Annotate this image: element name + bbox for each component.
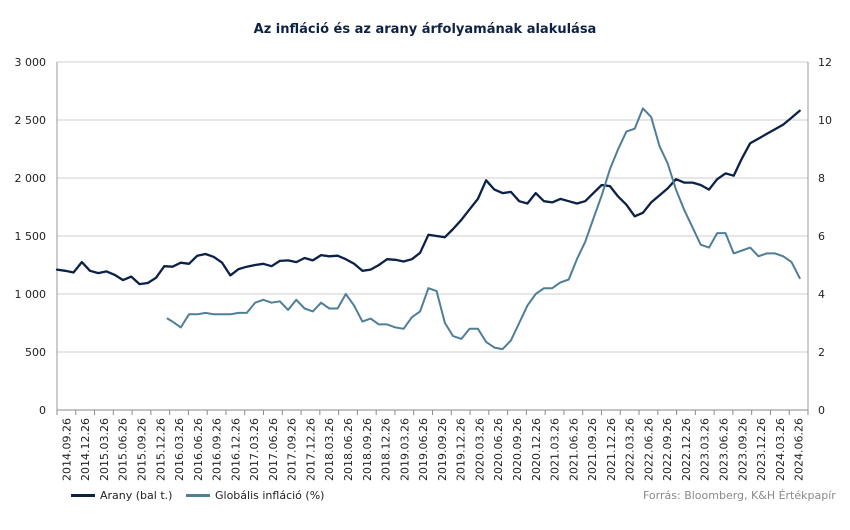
series-line-inflation xyxy=(166,107,801,351)
y-right-tick-label: 8 xyxy=(818,172,825,185)
y-left-tick-label: 0 xyxy=(39,404,46,417)
x-tick-label: 2017.12.26 xyxy=(304,418,317,481)
x-tick-label: 2015.03.26 xyxy=(98,418,111,481)
y-right-tick-label: 6 xyxy=(818,230,825,243)
x-tick-label: 2018.06.26 xyxy=(342,418,355,481)
x-tick-label: 2015.12.26 xyxy=(154,418,167,481)
y-left-tick-label: 2 000 xyxy=(15,172,47,185)
y-right-tick-label: 10 xyxy=(818,114,832,127)
x-tick-label: 2020.06.26 xyxy=(492,418,505,481)
y-right-tick-label: 2 xyxy=(818,346,825,359)
x-tick-label: 2022.03.26 xyxy=(624,418,637,481)
x-tick-label: 2022.12.26 xyxy=(680,418,693,481)
x-tick-label: 2016.03.26 xyxy=(173,418,186,481)
x-tick-label: 2019.03.26 xyxy=(398,418,411,481)
y-right-tick-label: 4 xyxy=(818,288,825,301)
x-tick-label: 2018.12.26 xyxy=(380,418,393,481)
x-tick-label: 2020.12.26 xyxy=(530,418,543,481)
y-left-tick-label: 3 000 xyxy=(15,56,47,69)
legend-swatch-gold xyxy=(71,494,95,497)
legend-item-gold: Arany (bal t.) xyxy=(71,489,172,502)
x-tick-label: 2014.09.26 xyxy=(60,418,73,481)
x-tick-label: 2019.09.26 xyxy=(436,418,449,481)
x-tick-label: 2018.09.26 xyxy=(361,418,374,481)
x-tick-label: 2023.12.26 xyxy=(755,418,768,481)
legend-label-gold: Arany (bal t.) xyxy=(100,489,173,502)
x-tick-label: 2019.06.26 xyxy=(417,418,430,481)
y-left-tick-label: 1 000 xyxy=(15,288,47,301)
x-tick-label: 2017.03.26 xyxy=(248,418,261,481)
x-tick-label: 2015.06.26 xyxy=(117,418,130,481)
y-left-tick-label: 2 500 xyxy=(15,114,47,127)
x-tick-label: 2015.09.26 xyxy=(135,418,148,481)
x-tick-label: 2023.09.26 xyxy=(736,418,749,481)
x-tick-label: 2020.03.26 xyxy=(473,418,486,481)
y-right-tick-label: 0 xyxy=(818,404,825,417)
x-tick-label: 2021.12.26 xyxy=(605,418,618,481)
series-line-gold xyxy=(55,109,801,286)
x-tick-label: 2017.06.26 xyxy=(267,418,280,481)
x-tick-label: 2016.12.26 xyxy=(229,418,242,481)
legend-item-inflation: Globális infláció (%) xyxy=(186,489,324,502)
y-right-tick-label: 12 xyxy=(818,56,832,69)
x-tick-label: 2024.03.26 xyxy=(774,418,787,481)
x-tick-label: 2014.12.26 xyxy=(79,418,92,481)
x-tick-label: 2021.06.26 xyxy=(567,418,580,481)
x-tick-label: 2023.03.26 xyxy=(699,418,712,481)
x-tick-label: 2018.03.26 xyxy=(323,418,336,481)
x-tick-label: 2017.09.26 xyxy=(286,418,299,481)
x-tick-label: 2020.09.26 xyxy=(511,418,524,481)
y-left-tick-label: 500 xyxy=(25,346,46,359)
x-tick-label: 2024.06.26 xyxy=(793,418,806,481)
x-tick-label: 2021.03.26 xyxy=(549,418,562,481)
legend-label-inflation: Globális infláció (%) xyxy=(215,489,325,502)
x-tick-label: 2021.09.26 xyxy=(586,418,599,481)
x-tick-label: 2019.12.26 xyxy=(455,418,468,481)
x-tick-label: 2022.06.26 xyxy=(642,418,655,481)
legend-swatch-inflation xyxy=(186,494,210,497)
x-tick-label: 2022.09.26 xyxy=(661,418,674,481)
x-tick-label: 2016.09.26 xyxy=(211,418,224,481)
source-note: Forrás: Bloomberg, K&H Értékpapír xyxy=(643,489,836,502)
chart-title: Az infláció és az arany árfolyamának ala… xyxy=(253,22,597,37)
x-tick-label: 2023.06.26 xyxy=(718,418,731,481)
x-tick-label: 2016.06.26 xyxy=(192,418,205,481)
y-left-tick-label: 1 500 xyxy=(15,230,47,243)
